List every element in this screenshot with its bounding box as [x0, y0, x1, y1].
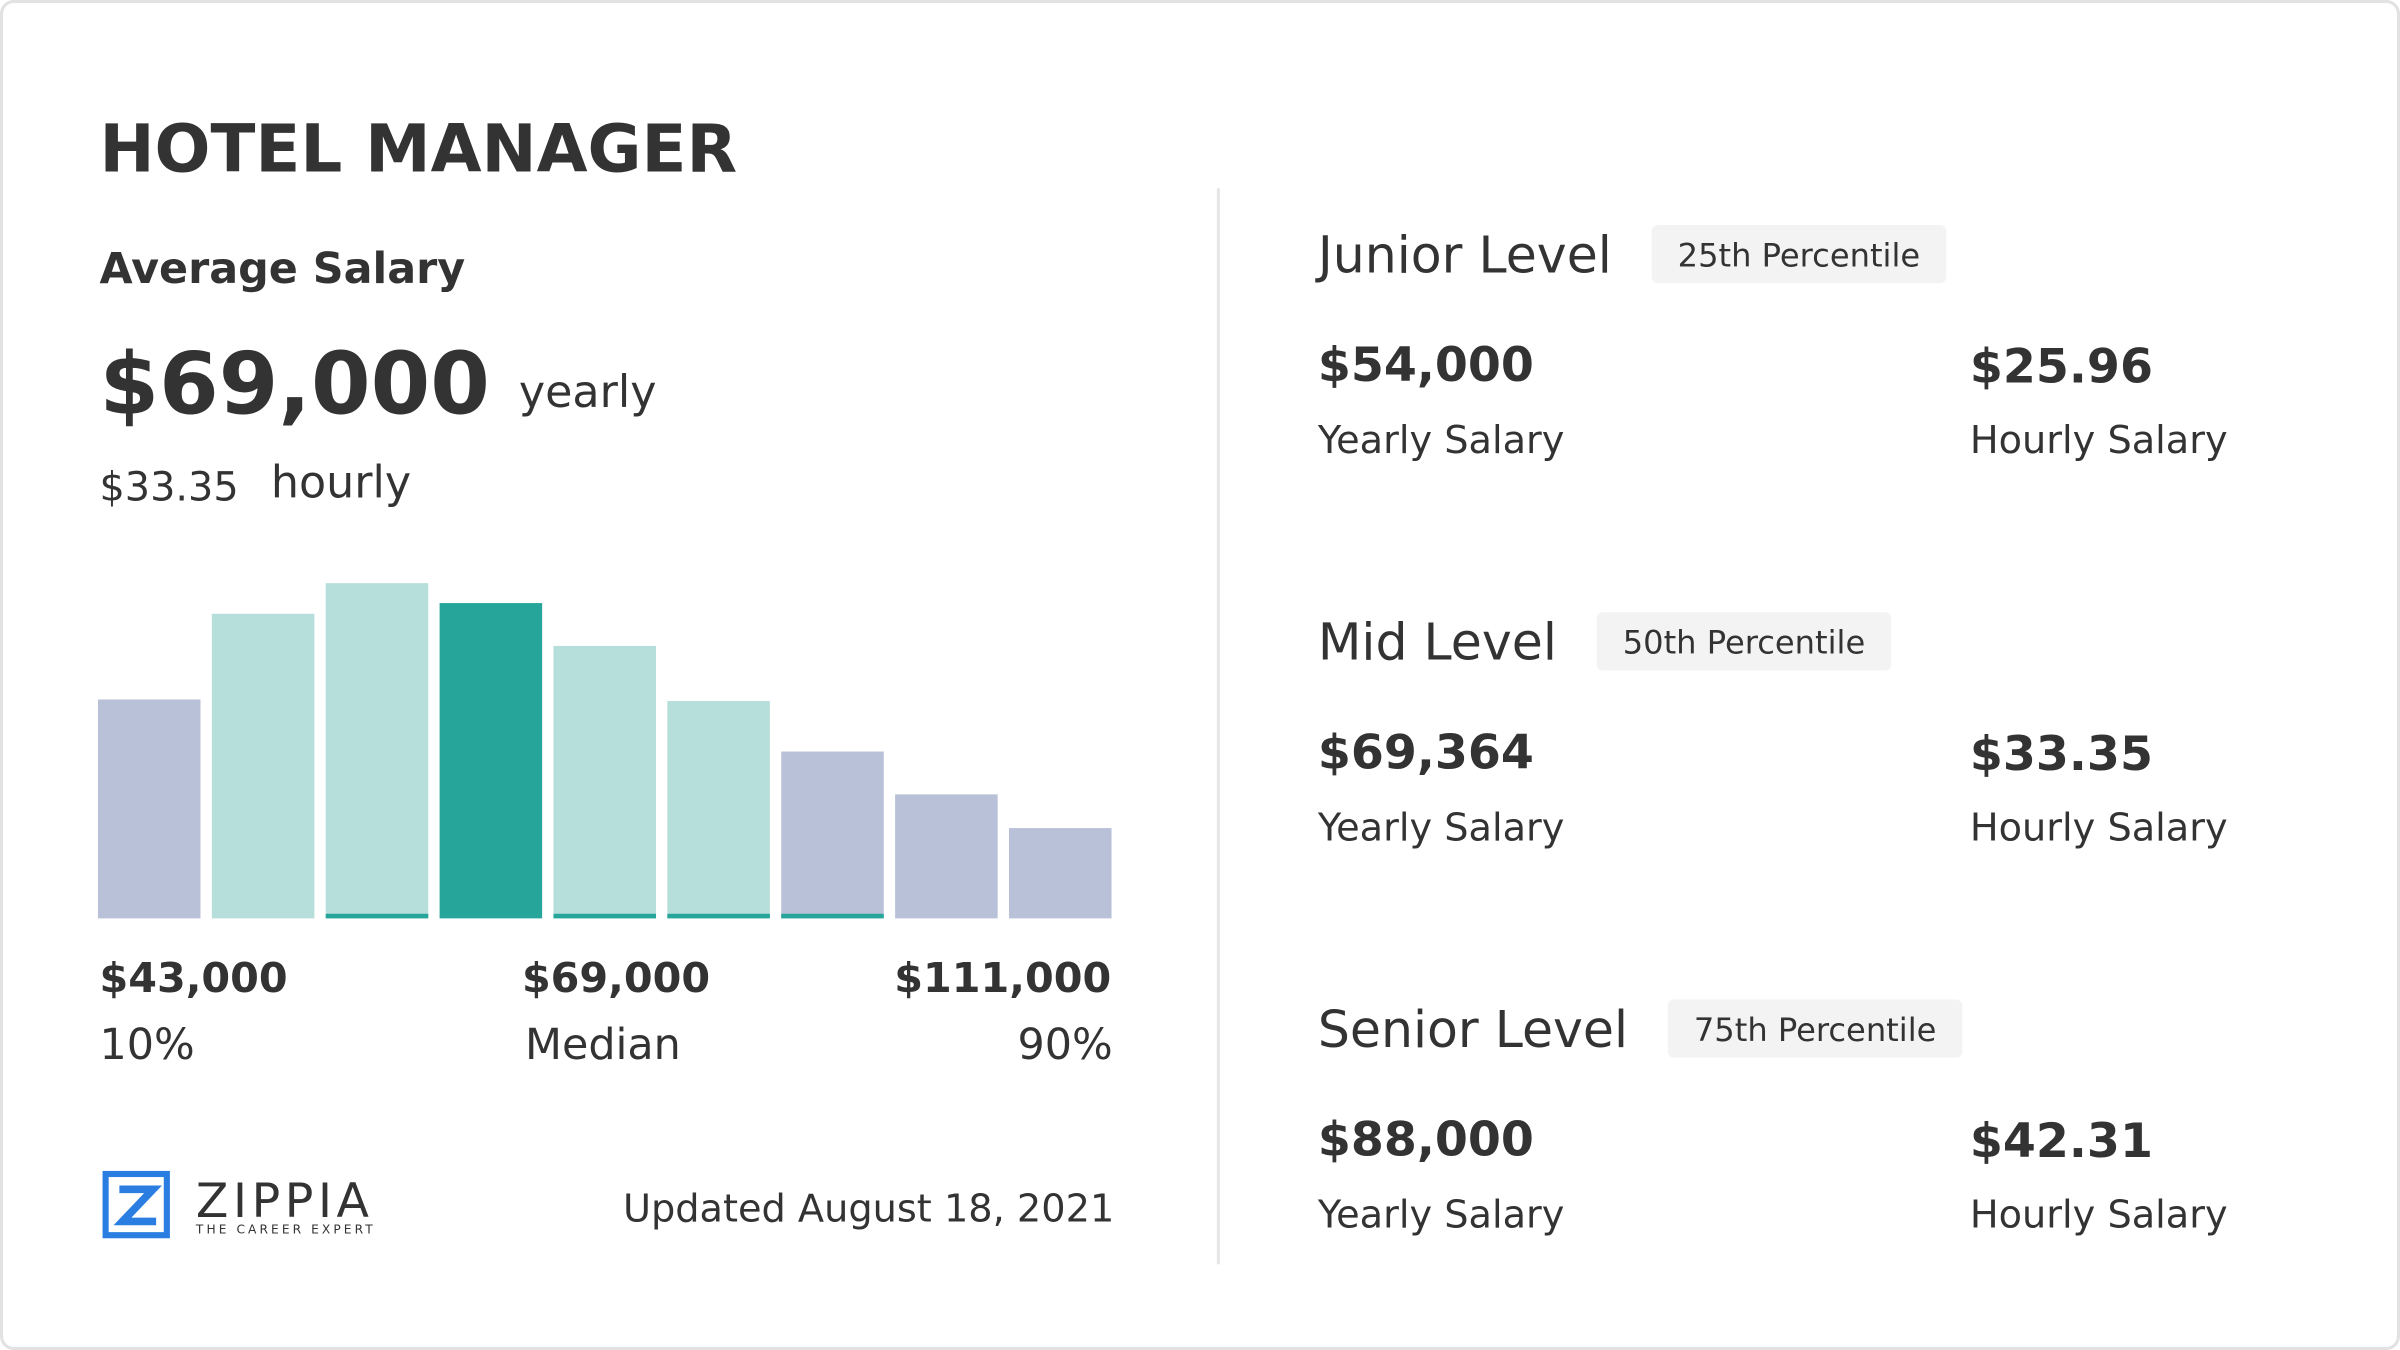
- bar: [211, 613, 315, 919]
- hourly-label: Hourly Salary: [1970, 418, 2228, 463]
- percentile-label: 75th Percentile: [1694, 1011, 1937, 1049]
- bar: [895, 794, 998, 919]
- updated: Updated August 18, 2021: [623, 1186, 1114, 1231]
- high-amount: $111,000: [894, 954, 1111, 1002]
- yearly-value: $54,000: [1318, 338, 1534, 393]
- median-percentile: Median: [525, 1020, 681, 1070]
- title: HOTEL MANAGER: [99, 110, 737, 187]
- hourly-label: Hourly Salary: [1970, 805, 2228, 850]
- yearly-label: Yearly Salary: [1317, 418, 1565, 463]
- percentile-badge: [1651, 225, 1947, 284]
- yearly-value: $88,000: [1318, 1113, 1534, 1168]
- percentile-badge: [1596, 612, 1892, 671]
- bar: [781, 751, 884, 919]
- hourly-label: Hourly Salary: [1970, 1193, 2228, 1238]
- logo-text: ZIPPIA: [196, 1174, 374, 1229]
- low-amount: $43,000: [99, 954, 287, 1002]
- bar: [325, 583, 429, 919]
- level-title: Mid Level: [1318, 613, 1557, 672]
- hourly-unit: hourly: [271, 457, 411, 508]
- logo-tagline: THE CAREER EXPERT: [195, 1223, 376, 1237]
- yearly-label: Yearly Salary: [1317, 1193, 1565, 1238]
- logo-icon: [102, 1170, 170, 1239]
- yearly-unit: yearly: [519, 367, 657, 418]
- yearly-value: $69,364: [1318, 725, 1534, 780]
- hourly-value: $42.31: [1970, 1114, 2153, 1169]
- average-label: Average Salary: [99, 244, 465, 294]
- high-percentile: 90%: [1018, 1020, 1113, 1070]
- bar: [439, 603, 543, 919]
- histogram: [97, 583, 1112, 919]
- bar: [667, 701, 770, 919]
- yearly-label: Yearly Salary: [1317, 805, 1565, 850]
- bar-underline: [325, 913, 429, 919]
- level-title: Senior Level: [1318, 1000, 1628, 1059]
- levels: Junior Level 25th Percentile $54,000 $25.96…: [1315, 225, 2228, 1238]
- bar: [97, 699, 201, 919]
- average-yearly: $69,000: [99, 334, 489, 434]
- percentile-badge: [1667, 999, 1963, 1058]
- bar-underline: [781, 913, 884, 919]
- bar: [553, 645, 657, 919]
- bar-underline: [667, 913, 770, 919]
- percentile-label: 50th Percentile: [1623, 624, 1866, 662]
- low-percentile: 10%: [99, 1020, 194, 1070]
- percentile-label: 25th Percentile: [1678, 236, 1921, 274]
- level-title: Junior Level: [1315, 225, 1612, 284]
- hourly-value: $25.96: [1970, 340, 2153, 395]
- average-hourly: $33.35: [99, 465, 238, 511]
- bar: [1008, 828, 1112, 919]
- median-amount: $69,000: [522, 954, 710, 1002]
- hourly-value: $33.35: [1970, 727, 2153, 782]
- bar-underline: [553, 913, 657, 919]
